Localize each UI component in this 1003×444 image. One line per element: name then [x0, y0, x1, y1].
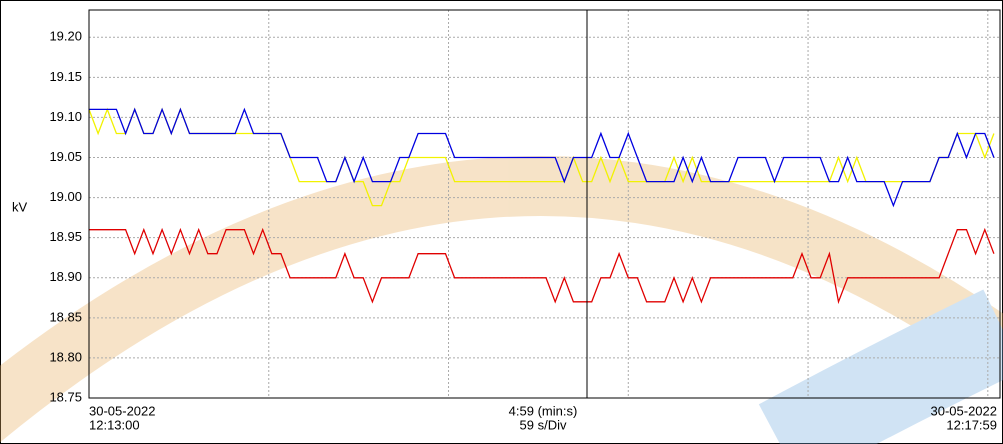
- x-label: 30-05-2022: [931, 403, 998, 418]
- y-tick-label: 19.05: [49, 149, 82, 164]
- y-tick-label: 18.90: [49, 269, 82, 284]
- y-tick-label: 19.15: [49, 69, 82, 84]
- y-tick-label: 18.85: [49, 309, 82, 324]
- x-label: 30-05-2022: [89, 403, 156, 418]
- y-tick-label: 19.10: [49, 109, 82, 124]
- watermark-arc: [758, 289, 1003, 444]
- x-label: 12:17:59: [946, 417, 997, 432]
- x-label: 4:59 (min:s): [509, 403, 578, 418]
- plot-area: [88, 9, 1001, 399]
- series-line: [89, 227, 995, 305]
- y-tick-label: 18.75: [49, 389, 82, 404]
- y-tick-label: 18.95: [49, 229, 82, 244]
- series-line: [89, 107, 995, 208]
- x-label: 59 s/Div: [520, 417, 567, 432]
- y-tick-label: 18.80: [49, 349, 82, 364]
- watermark: [0, 155, 1003, 444]
- x-label: 12:13:00: [89, 417, 140, 432]
- watermark-arc: [0, 155, 1003, 443]
- y-axis-label: kV: [12, 199, 28, 214]
- y-tick-label: 19.20: [49, 29, 82, 44]
- y-tick-label: 19.00: [49, 189, 82, 204]
